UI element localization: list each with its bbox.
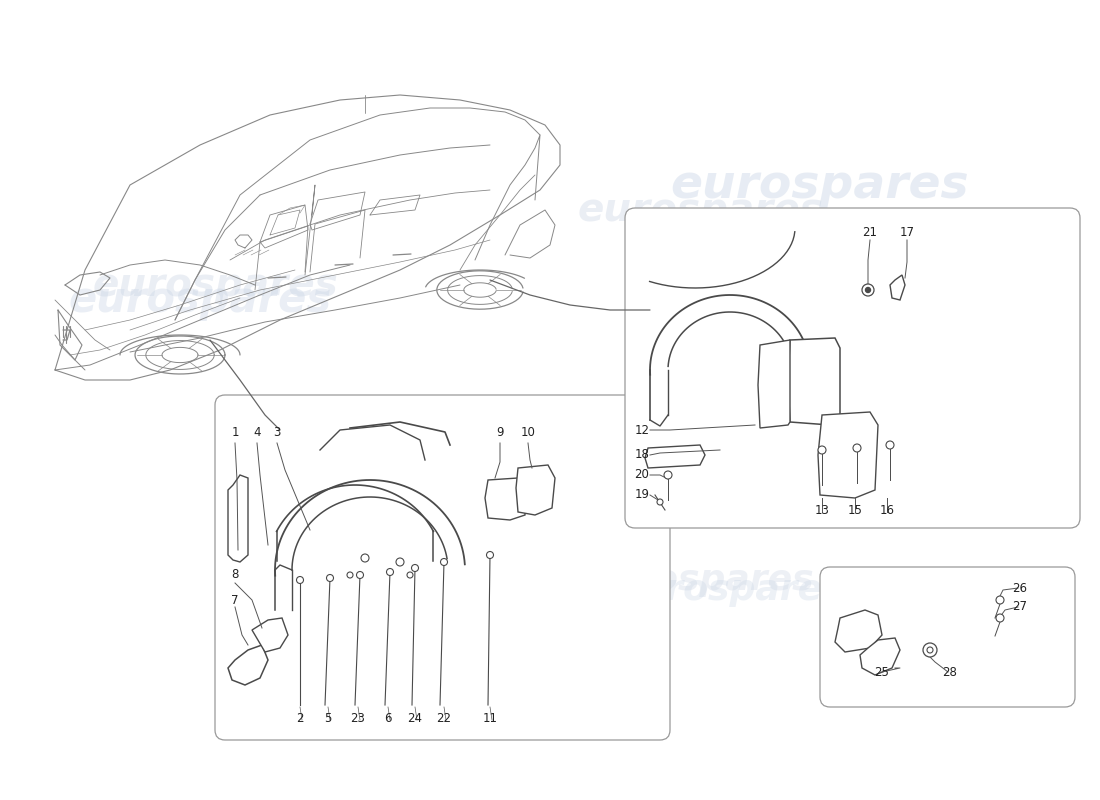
Circle shape — [297, 577, 304, 583]
Circle shape — [996, 596, 1004, 604]
Text: 7: 7 — [231, 594, 239, 606]
Polygon shape — [890, 275, 905, 300]
Circle shape — [361, 554, 368, 562]
Text: 25: 25 — [874, 666, 890, 678]
Text: 4: 4 — [253, 426, 261, 438]
Circle shape — [386, 569, 394, 575]
Circle shape — [818, 446, 826, 454]
Text: 17: 17 — [900, 226, 914, 238]
Text: 1: 1 — [231, 426, 239, 438]
Circle shape — [346, 572, 353, 578]
Text: 5: 5 — [324, 711, 332, 725]
Circle shape — [927, 647, 933, 653]
FancyBboxPatch shape — [625, 208, 1080, 528]
Text: eurospares: eurospares — [585, 563, 814, 597]
Text: eurospares: eurospares — [68, 279, 331, 321]
Text: eurospares: eurospares — [266, 573, 494, 607]
Text: 8: 8 — [231, 569, 239, 582]
Circle shape — [356, 571, 363, 578]
Circle shape — [486, 551, 494, 558]
Polygon shape — [835, 610, 882, 652]
Text: 2: 2 — [296, 711, 304, 725]
Circle shape — [657, 499, 663, 505]
Text: 3: 3 — [273, 426, 280, 438]
Polygon shape — [758, 340, 790, 428]
Text: 19: 19 — [635, 489, 649, 502]
Text: 18: 18 — [635, 449, 649, 462]
Circle shape — [327, 574, 333, 582]
Circle shape — [996, 614, 1004, 622]
Text: eurospares: eurospares — [235, 573, 464, 607]
Text: 6: 6 — [384, 711, 392, 725]
Text: 22: 22 — [437, 711, 451, 725]
Text: 15: 15 — [848, 503, 862, 517]
Circle shape — [411, 565, 418, 571]
Polygon shape — [228, 475, 248, 562]
Polygon shape — [485, 478, 525, 520]
Text: 21: 21 — [862, 226, 878, 238]
Polygon shape — [860, 638, 900, 675]
Circle shape — [407, 572, 412, 578]
Text: 9: 9 — [496, 426, 504, 438]
Circle shape — [440, 558, 448, 566]
Text: 20: 20 — [635, 469, 649, 482]
Circle shape — [923, 643, 937, 657]
FancyBboxPatch shape — [214, 395, 670, 740]
Circle shape — [852, 444, 861, 452]
Polygon shape — [788, 338, 840, 425]
Polygon shape — [516, 465, 556, 515]
Text: 27: 27 — [1012, 601, 1027, 614]
Polygon shape — [252, 618, 288, 652]
Text: eurospares: eurospares — [616, 573, 845, 607]
Circle shape — [862, 284, 874, 296]
Circle shape — [396, 558, 404, 566]
Text: 13: 13 — [815, 503, 829, 517]
Text: 28: 28 — [943, 666, 957, 678]
Text: eurospares: eurospares — [92, 266, 338, 304]
Text: 16: 16 — [880, 503, 894, 517]
Polygon shape — [228, 645, 268, 685]
Circle shape — [886, 441, 894, 449]
Text: 12: 12 — [635, 423, 649, 437]
Text: 23: 23 — [351, 711, 365, 725]
Text: 26: 26 — [1012, 582, 1027, 594]
Circle shape — [866, 287, 870, 293]
Text: 11: 11 — [483, 711, 497, 725]
Polygon shape — [818, 412, 878, 498]
Circle shape — [664, 471, 672, 479]
FancyBboxPatch shape — [820, 567, 1075, 707]
Text: 10: 10 — [520, 426, 536, 438]
Text: eurospares: eurospares — [671, 162, 969, 207]
Text: eurospares: eurospares — [578, 191, 823, 229]
Text: 24: 24 — [407, 711, 422, 725]
Polygon shape — [645, 445, 705, 468]
